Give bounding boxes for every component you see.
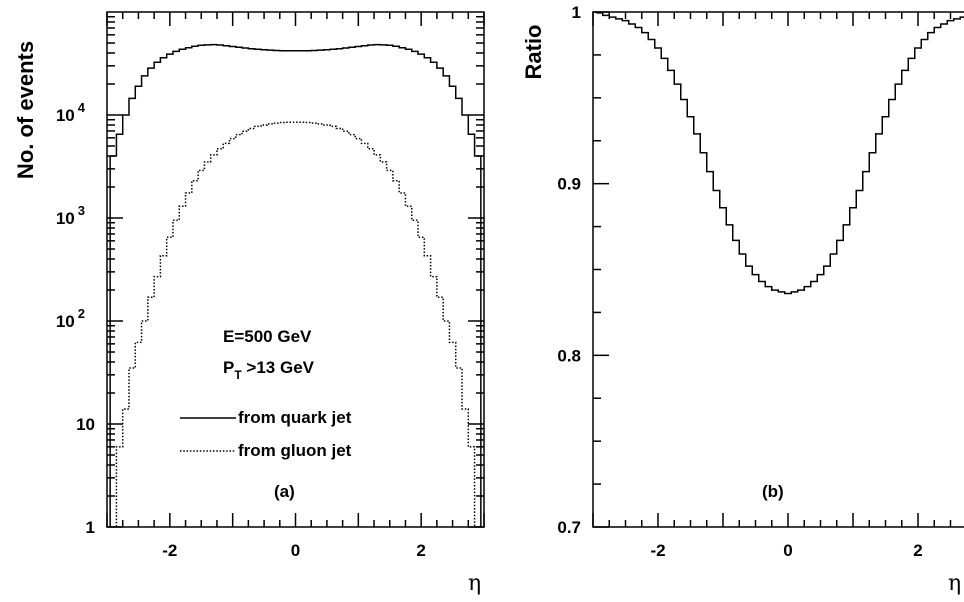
energy-annotation: E=500 GeV xyxy=(223,327,312,346)
ratio-histogram xyxy=(596,12,964,295)
panel-b-x-axis-label: η xyxy=(948,571,961,596)
panel-b-y-tick-label: 0.9 xyxy=(557,175,581,194)
panel-b-y-axis-label: Ratio xyxy=(521,25,546,80)
panel-a-tag: (a) xyxy=(274,482,295,501)
legend-gluon-label: from gluon jet xyxy=(238,441,352,460)
pt-subscript: T xyxy=(234,368,242,382)
panel-b-y-tick-label: 0.8 xyxy=(557,346,581,365)
tick-base: 10 xyxy=(56,106,75,125)
panel-a-y-tick-label: 10 2 xyxy=(56,306,85,331)
panel-b-x-ticks: -2 0 2 xyxy=(592,12,952,560)
tick-base: 1 xyxy=(86,518,95,537)
tick-base: 10 xyxy=(56,209,75,228)
panel-a-x-tick-label: 0 xyxy=(291,541,300,560)
panel-b: -2 0 2 0.7 0.8 0.9 1 Ratio η (b) xyxy=(521,3,964,596)
tick-base: 10 xyxy=(56,312,75,331)
pt-symbol: P xyxy=(223,358,234,377)
panel-b-frame xyxy=(592,11,964,528)
panel-b-y-tick-label: 1 xyxy=(572,3,581,22)
panel-a-y-tick-label: 10 xyxy=(76,415,95,434)
gluon-jet-histogram xyxy=(110,121,481,528)
panel-b-tag: (b) xyxy=(762,482,784,501)
tick-exponent: 3 xyxy=(78,203,85,218)
panel-a-y-tick-label: 10 3 xyxy=(56,203,85,228)
panel-a-y-tick-label: 10 4 xyxy=(56,100,86,125)
legend-quark-label: from quark jet xyxy=(238,408,352,427)
quark-jet-histogram xyxy=(109,43,482,527)
legend: from quark jet from gluon jet xyxy=(180,408,352,460)
panel-b-y-tick-label: 0.7 xyxy=(557,518,581,537)
tick-base: 10 xyxy=(76,415,95,434)
panel-b-x-tick-label: 0 xyxy=(783,541,792,560)
tick-exponent: 4 xyxy=(78,100,86,115)
panel-a-x-tick-label: 2 xyxy=(416,541,425,560)
panel-b-x-tick-label: -2 xyxy=(650,541,665,560)
pt-cut-value: >13 GeV xyxy=(242,358,315,377)
panel-a-x-axis-label: η xyxy=(468,571,481,596)
panel-b-y-ticks: 0.7 0.8 0.9 1 xyxy=(557,3,609,537)
panel-a-x-ticks: -2 0 2 xyxy=(106,12,485,560)
panel-a-y-tick-label: 1 xyxy=(86,518,95,537)
tick-exponent: 2 xyxy=(78,306,85,321)
panel-b-x-tick-label: 2 xyxy=(913,541,922,560)
panel-a-y-axis-label: No. of events xyxy=(13,41,38,179)
pt-cut-annotation: PT >13 GeV xyxy=(223,358,315,382)
panel-a-x-tick-label: -2 xyxy=(162,541,177,560)
